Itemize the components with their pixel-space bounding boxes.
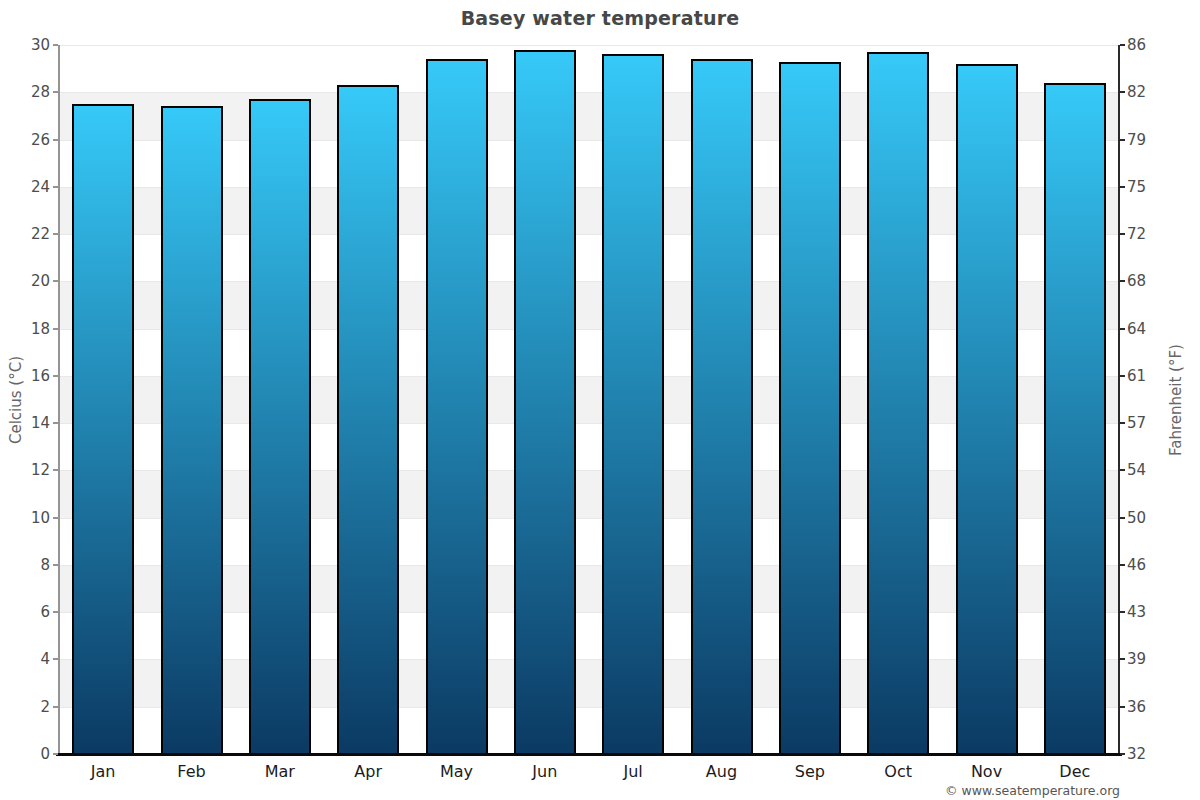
fahrenheit-tick-mark	[1120, 422, 1125, 424]
fahrenheit-tick-label: 75	[1127, 178, 1187, 196]
month-label-feb: Feb	[147, 761, 235, 783]
celsius-tick-mark	[53, 186, 58, 188]
copyright-watermark: © www.seatemperature.org	[945, 783, 1120, 798]
fahrenheit-tick-mark	[1120, 280, 1125, 282]
month-label-jul: Jul	[589, 761, 677, 783]
fahrenheit-tick-label: 46	[1127, 556, 1187, 574]
celsius-tick-label: 6	[0, 603, 50, 621]
fahrenheit-tick-label: 39	[1127, 650, 1187, 668]
fahrenheit-tick-mark	[1120, 564, 1125, 566]
month-label-sep: Sep	[766, 761, 854, 783]
month-label-may: May	[412, 761, 500, 783]
month-label-jan: Jan	[59, 761, 147, 783]
celsius-tick-label: 22	[0, 225, 50, 243]
fahrenheit-tick-mark	[1120, 753, 1125, 755]
celsius-tick-label: 28	[0, 83, 50, 101]
month-label-apr: Apr	[324, 761, 412, 783]
fahrenheit-tick-mark	[1120, 517, 1125, 519]
fahrenheit-tick-label: 32	[1127, 745, 1187, 763]
celsius-tick-mark	[53, 611, 58, 613]
month-label-aug: Aug	[677, 761, 765, 783]
fahrenheit-tick-label: 54	[1127, 461, 1187, 479]
fahrenheit-tick-label: 79	[1127, 131, 1187, 149]
fahrenheit-tick-mark	[1120, 139, 1125, 141]
celsius-tick-mark	[53, 564, 58, 566]
celsius-tick-mark	[53, 422, 58, 424]
fahrenheit-tick-mark	[1120, 611, 1125, 613]
celsius-tick-label: 30	[0, 36, 50, 54]
celsius-tick-mark	[53, 658, 58, 660]
right-axis-line	[1118, 45, 1120, 755]
celsius-tick-mark	[53, 753, 58, 755]
celsius-tick-label: 2	[0, 698, 50, 716]
month-label-oct: Oct	[854, 761, 942, 783]
celsius-tick-mark	[53, 91, 58, 93]
left-axis-line	[58, 45, 60, 755]
water-temperature-chart: Basey water temperature 3028262422201816…	[0, 0, 1200, 800]
celsius-tick-label: 4	[0, 650, 50, 668]
fahrenheit-tick-label: 72	[1127, 225, 1187, 243]
celsius-tick-mark	[53, 328, 58, 330]
fahrenheit-tick-mark	[1120, 44, 1125, 46]
celsius-tick-mark	[53, 517, 58, 519]
bar-jun	[514, 50, 576, 754]
bar-nov	[956, 64, 1018, 754]
celsius-tick-label: 24	[0, 178, 50, 196]
celsius-tick-mark	[53, 469, 58, 471]
month-label-jun: Jun	[501, 761, 589, 783]
fahrenheit-tick-mark	[1120, 469, 1125, 471]
bar-aug	[691, 59, 753, 754]
bar-dec	[1044, 83, 1106, 754]
celsius-tick-label: 10	[0, 509, 50, 527]
celsius-tick-mark	[53, 375, 58, 377]
fahrenheit-tick-label: 68	[1127, 272, 1187, 290]
fahrenheit-tick-mark	[1120, 91, 1125, 93]
bar-sep	[779, 62, 841, 754]
celsius-tick-label: 12	[0, 461, 50, 479]
bar-feb	[161, 106, 223, 754]
celsius-tick-mark	[53, 706, 58, 708]
celsius-tick-label: 26	[0, 131, 50, 149]
fahrenheit-tick-mark	[1120, 233, 1125, 235]
bar-jul	[602, 54, 664, 754]
celsius-tick-label: 20	[0, 272, 50, 290]
celsius-tick-label: 18	[0, 320, 50, 338]
plot-area	[59, 45, 1119, 754]
x-axis-baseline	[56, 753, 1122, 756]
fahrenheit-tick-label: 43	[1127, 603, 1187, 621]
bar-mar	[249, 99, 311, 754]
celsius-tick-mark	[53, 44, 58, 46]
bar-oct	[867, 52, 929, 754]
month-label-mar: Mar	[236, 761, 324, 783]
month-label-nov: Nov	[942, 761, 1030, 783]
celsius-tick-mark	[53, 139, 58, 141]
fahrenheit-tick-label: 64	[1127, 320, 1187, 338]
fahrenheit-tick-mark	[1120, 706, 1125, 708]
fahrenheit-tick-mark	[1120, 658, 1125, 660]
bar-apr	[337, 85, 399, 754]
fahrenheit-tick-mark	[1120, 375, 1125, 377]
fahrenheit-tick-label: 82	[1127, 83, 1187, 101]
celsius-axis-title: Celcius (°C)	[7, 340, 25, 460]
bar-may	[426, 59, 488, 754]
bar-jan	[72, 104, 134, 754]
fahrenheit-tick-mark	[1120, 186, 1125, 188]
fahrenheit-axis-title: Fahrenheit (°F)	[1167, 340, 1185, 460]
fahrenheit-tick-mark	[1120, 328, 1125, 330]
celsius-tick-label: 0	[0, 745, 50, 763]
fahrenheit-tick-label: 86	[1127, 36, 1187, 54]
celsius-tick-mark	[53, 233, 58, 235]
month-label-dec: Dec	[1031, 761, 1119, 783]
fahrenheit-tick-label: 36	[1127, 698, 1187, 716]
fahrenheit-tick-label: 50	[1127, 509, 1187, 527]
chart-title: Basey water temperature	[0, 7, 1200, 29]
celsius-tick-label: 8	[0, 556, 50, 574]
celsius-tick-mark	[53, 280, 58, 282]
